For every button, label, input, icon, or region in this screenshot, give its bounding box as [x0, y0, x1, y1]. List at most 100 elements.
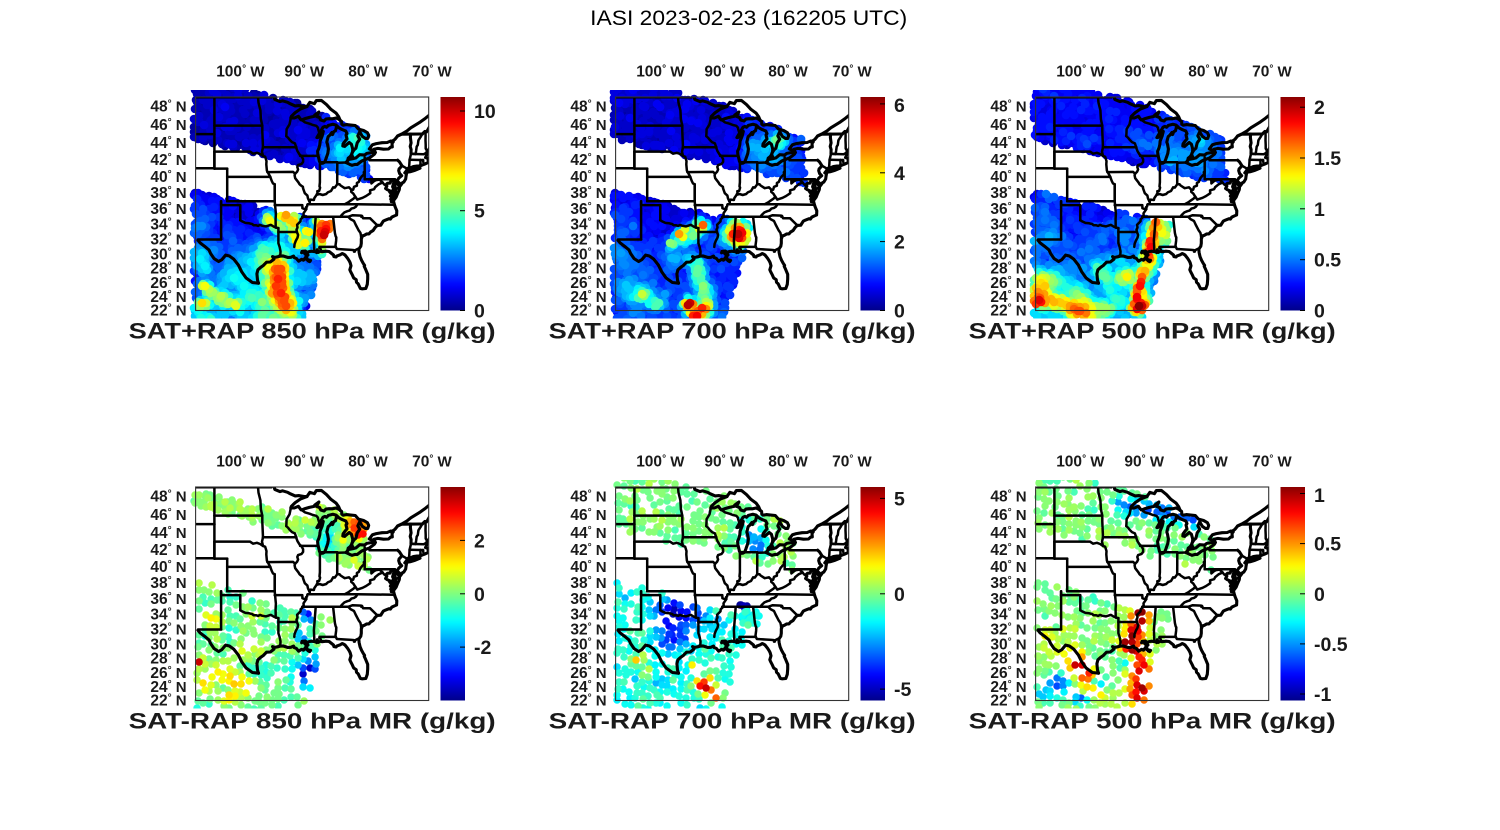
svg-text:100° W: 100° W	[636, 454, 685, 471]
svg-text:30° N: 30° N	[150, 246, 186, 263]
svg-text:44° N: 44° N	[990, 525, 1026, 542]
svg-text:26° N: 26° N	[150, 275, 186, 292]
svg-text:42° N: 42° N	[570, 152, 606, 169]
svg-text:70° W: 70° W	[1252, 64, 1292, 81]
svg-text:42° N: 42° N	[990, 542, 1026, 559]
svg-text:38° N: 38° N	[990, 185, 1026, 202]
svg-text:70° W: 70° W	[1252, 454, 1292, 471]
svg-text:32° N: 32° N	[150, 232, 186, 249]
svg-text:SAT-RAP 500 hPa MR (g/kg): SAT-RAP 500 hPa MR (g/kg)	[969, 709, 1336, 734]
svg-text:24° N: 24° N	[990, 679, 1026, 696]
svg-text:SAT+RAP 850 hPa MR (g/kg): SAT+RAP 850 hPa MR (g/kg)	[129, 319, 496, 344]
svg-text:SAT-RAP 850 hPa MR (g/kg): SAT-RAP 850 hPa MR (g/kg)	[129, 709, 496, 734]
svg-text:36° N: 36° N	[150, 591, 186, 608]
svg-text:SAT-RAP 700 hPa MR (g/kg): SAT-RAP 700 hPa MR (g/kg)	[549, 709, 916, 734]
svg-text:44° N: 44° N	[570, 525, 606, 542]
svg-text:1: 1	[1314, 485, 1325, 507]
svg-text:100° W: 100° W	[636, 64, 685, 81]
svg-text:42° N: 42° N	[150, 152, 186, 169]
svg-text:SAT+RAP 500 hPa MR (g/kg): SAT+RAP 500 hPa MR (g/kg)	[969, 319, 1336, 344]
svg-text:70° W: 70° W	[832, 454, 872, 471]
svg-text:44° N: 44° N	[150, 525, 186, 542]
svg-text:SAT+RAP 700 hPa MR (g/kg): SAT+RAP 700 hPa MR (g/kg)	[549, 319, 916, 344]
svg-text:4: 4	[894, 163, 905, 185]
svg-text:46° N: 46° N	[990, 507, 1026, 524]
svg-text:34° N: 34° N	[990, 217, 1026, 234]
svg-text:48° N: 48° N	[990, 99, 1026, 116]
svg-text:38° N: 38° N	[570, 575, 606, 592]
svg-text:70° W: 70° W	[412, 454, 452, 471]
svg-text:28° N: 28° N	[990, 261, 1026, 278]
svg-text:30° N: 30° N	[990, 246, 1026, 263]
svg-text:24° N: 24° N	[570, 679, 606, 696]
svg-text:32° N: 32° N	[570, 622, 606, 639]
svg-text:32° N: 32° N	[570, 232, 606, 249]
svg-text:38° N: 38° N	[150, 185, 186, 202]
svg-text:90° W: 90° W	[704, 454, 744, 471]
svg-text:42° N: 42° N	[990, 152, 1026, 169]
svg-text:46° N: 46° N	[150, 507, 186, 524]
svg-text:34° N: 34° N	[150, 217, 186, 234]
svg-text:0: 0	[474, 584, 485, 606]
svg-text:0.5: 0.5	[1314, 534, 1341, 556]
svg-text:30° N: 30° N	[570, 246, 606, 263]
svg-text:0: 0	[894, 301, 905, 323]
svg-text:48° N: 48° N	[150, 489, 186, 506]
svg-text:32° N: 32° N	[990, 622, 1026, 639]
svg-text:80° W: 80° W	[768, 64, 808, 81]
svg-text:36° N: 36° N	[570, 591, 606, 608]
svg-text:80° W: 80° W	[348, 454, 388, 471]
svg-text:90° W: 90° W	[284, 64, 324, 81]
svg-text:5: 5	[894, 488, 905, 510]
svg-text:1: 1	[1314, 199, 1325, 221]
svg-text:26° N: 26° N	[990, 665, 1026, 682]
svg-text:34° N: 34° N	[150, 607, 186, 624]
svg-text:46° N: 46° N	[990, 117, 1026, 134]
svg-text:42° N: 42° N	[570, 542, 606, 559]
svg-text:70° W: 70° W	[832, 64, 872, 81]
svg-text:32° N: 32° N	[990, 232, 1026, 249]
svg-text:-5: -5	[894, 679, 911, 701]
svg-text:70° W: 70° W	[412, 64, 452, 81]
svg-text:42° N: 42° N	[150, 542, 186, 559]
svg-text:0.5: 0.5	[1314, 250, 1341, 272]
svg-text:48° N: 48° N	[570, 99, 606, 116]
svg-text:-0.5: -0.5	[1314, 634, 1348, 656]
svg-text:48° N: 48° N	[150, 99, 186, 116]
svg-text:24° N: 24° N	[570, 289, 606, 306]
svg-text:28° N: 28° N	[150, 261, 186, 278]
svg-text:0: 0	[1314, 584, 1325, 606]
svg-text:36° N: 36° N	[570, 201, 606, 218]
svg-text:26° N: 26° N	[990, 275, 1026, 292]
svg-text:40° N: 40° N	[570, 169, 606, 186]
svg-text:2: 2	[474, 530, 485, 552]
svg-text:22° N: 22° N	[570, 303, 606, 320]
svg-text:46° N: 46° N	[570, 507, 606, 524]
svg-text:46° N: 46° N	[570, 117, 606, 134]
svg-text:28° N: 28° N	[150, 651, 186, 668]
svg-text:48° N: 48° N	[570, 489, 606, 506]
svg-text:40° N: 40° N	[150, 559, 186, 576]
svg-text:26° N: 26° N	[570, 275, 606, 292]
svg-text:0: 0	[474, 301, 485, 323]
svg-text:100° W: 100° W	[1056, 64, 1105, 81]
svg-text:6: 6	[894, 95, 905, 117]
svg-text:38° N: 38° N	[990, 575, 1026, 592]
svg-text:38° N: 38° N	[150, 575, 186, 592]
svg-text:44° N: 44° N	[150, 135, 186, 152]
svg-text:40° N: 40° N	[990, 559, 1026, 576]
svg-text:10: 10	[474, 101, 496, 123]
svg-text:24° N: 24° N	[150, 289, 186, 306]
svg-text:48° N: 48° N	[990, 489, 1026, 506]
svg-text:30° N: 30° N	[570, 636, 606, 653]
svg-text:22° N: 22° N	[990, 693, 1026, 710]
svg-text:22° N: 22° N	[150, 303, 186, 320]
svg-text:46° N: 46° N	[150, 117, 186, 134]
svg-text:1.5: 1.5	[1314, 148, 1341, 170]
svg-text:90° W: 90° W	[704, 64, 744, 81]
svg-text:2: 2	[1314, 97, 1325, 119]
svg-text:36° N: 36° N	[990, 201, 1026, 218]
svg-text:28° N: 28° N	[570, 261, 606, 278]
svg-text:-2: -2	[474, 637, 491, 659]
svg-text:44° N: 44° N	[990, 135, 1026, 152]
